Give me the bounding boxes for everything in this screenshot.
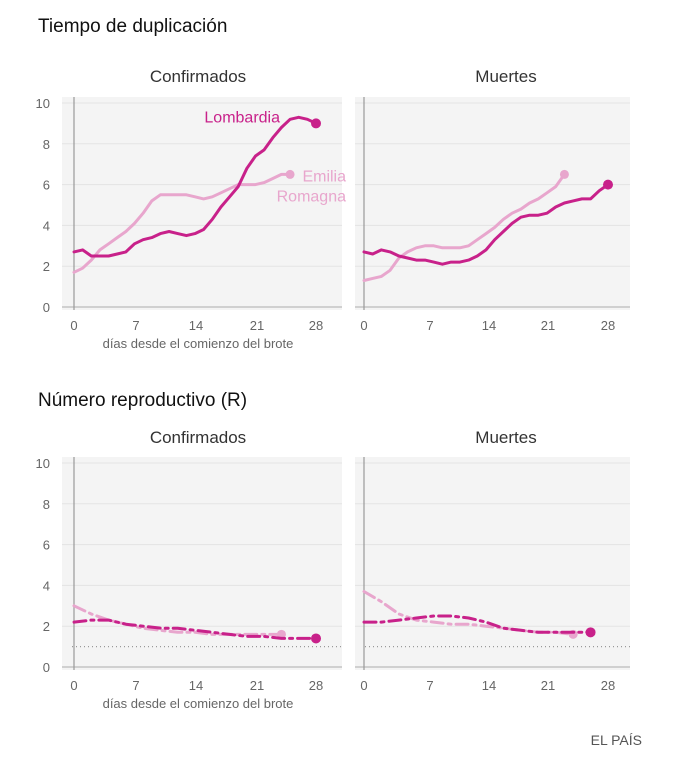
x-axis-label: días desde el comienzo del brote: [103, 696, 294, 711]
x-tick-label: 28: [309, 678, 323, 693]
series-end-point: [276, 629, 286, 639]
y-tick-label: 10: [36, 96, 50, 111]
series-end-point: [559, 169, 569, 179]
y-tick-label: 10: [36, 456, 50, 471]
source-credit: EL PAÍS: [590, 732, 642, 748]
series-line-emilia-romagna: [72, 172, 292, 274]
series-line-lombardia: [362, 614, 593, 634]
series-line-lombardia: [362, 183, 610, 266]
y-tick-label: 6: [43, 538, 50, 553]
x-tick-label: 7: [426, 318, 433, 333]
panel-title: Muertes: [475, 428, 536, 447]
plot-background: [355, 457, 630, 670]
panel-title: Confirmados: [150, 67, 246, 86]
y-tick-label: 4: [43, 218, 50, 233]
series-line-lombardia: [72, 115, 318, 258]
series-end-point: [311, 118, 321, 129]
series-end-point: [311, 633, 321, 644]
romagna-label: Romagna: [277, 188, 346, 205]
x-tick-label: 14: [189, 318, 203, 333]
chart-panel: Confirmados 0 2 4 6 8 10 0 7 14 21 28 días desde el …: [36, 67, 347, 351]
x-axis-label: días desde el comienzo del brote: [103, 336, 294, 351]
x-tick-label: 21: [541, 678, 555, 693]
x-tick-label: 14: [482, 318, 496, 333]
lombardia-label: Lombardia: [204, 109, 280, 126]
panel-title: Confirmados: [150, 428, 246, 447]
doubling-section-title: Tiempo de duplicación: [38, 16, 228, 37]
x-tick-label: 0: [360, 678, 367, 693]
y-tick-label: 2: [43, 259, 50, 274]
panel-title: Muertes: [475, 67, 536, 86]
x-tick-label: 21: [541, 318, 555, 333]
x-tick-label: 7: [132, 678, 139, 693]
x-tick-label: 21: [250, 678, 264, 693]
x-tick-label: 7: [132, 318, 139, 333]
series-end-point: [585, 627, 596, 638]
series-line-lombardia: [72, 618, 318, 640]
y-tick-label: 8: [43, 137, 50, 152]
r-section-title: Número reproductivo (R): [38, 390, 248, 411]
x-tick-label: 0: [70, 318, 77, 333]
emilia-label: Emilia: [302, 168, 346, 185]
x-tick-label: 28: [601, 318, 615, 333]
x-tick-label: 21: [250, 318, 264, 333]
series-end-point: [603, 179, 613, 190]
y-tick-label: 4: [43, 578, 50, 593]
x-tick-label: 7: [426, 678, 433, 693]
chart-panel: Confirmados 0 2 4 6 8 10 0 7 14 21 28 días desde el …: [36, 428, 342, 711]
series-end-point: [285, 169, 295, 179]
y-tick-label: 6: [43, 178, 50, 193]
y-tick-label: 8: [43, 497, 50, 512]
y-tick-label: 0: [43, 660, 50, 675]
series-line-emilia-romagna: [362, 172, 566, 282]
y-tick-label: 2: [43, 619, 50, 634]
x-tick-label: 0: [70, 678, 77, 693]
plot-background: [62, 97, 342, 310]
x-tick-label: 28: [601, 678, 615, 693]
x-tick-label: 14: [482, 678, 496, 693]
x-tick-label: 0: [360, 318, 367, 333]
chart-panel: Muertes 0 7 14 21 28: [355, 67, 630, 333]
x-tick-label: 28: [309, 318, 323, 333]
chart-panel: Muertes 0 7 14 21 28: [355, 428, 630, 693]
y-tick-label: 0: [43, 300, 50, 315]
x-tick-label: 14: [189, 678, 203, 693]
plot-background: [355, 97, 630, 310]
